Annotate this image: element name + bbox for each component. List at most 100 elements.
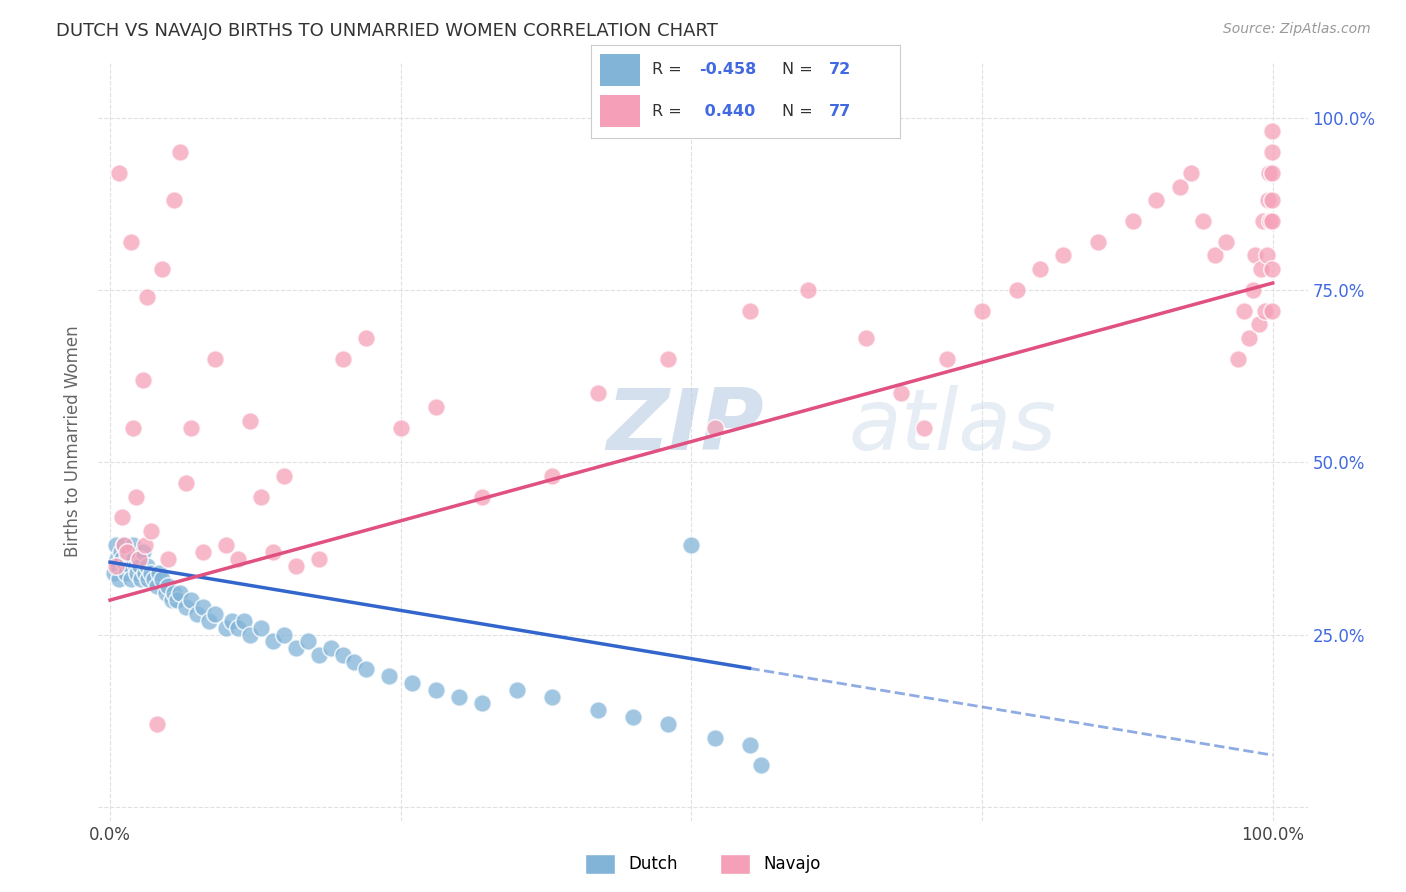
Point bbox=[226, 621, 249, 635]
Point bbox=[120, 235, 142, 249]
Point bbox=[226, 551, 249, 566]
Point bbox=[143, 573, 166, 587]
Point bbox=[1226, 351, 1249, 366]
Point bbox=[936, 351, 959, 366]
Point bbox=[262, 545, 284, 559]
Point bbox=[111, 510, 134, 524]
Point bbox=[250, 490, 273, 504]
Point bbox=[970, 303, 993, 318]
Point bbox=[148, 566, 170, 580]
Point bbox=[1233, 303, 1256, 318]
Point bbox=[128, 551, 150, 566]
Point bbox=[180, 593, 202, 607]
Point bbox=[378, 669, 401, 683]
Point bbox=[118, 558, 141, 573]
Point bbox=[114, 558, 136, 573]
Point bbox=[1260, 214, 1282, 228]
Point bbox=[128, 551, 150, 566]
Text: R =: R = bbox=[652, 103, 688, 119]
Point bbox=[145, 717, 167, 731]
Point bbox=[1087, 235, 1109, 249]
Point bbox=[108, 166, 131, 180]
Point bbox=[174, 599, 197, 614]
Point bbox=[134, 538, 156, 552]
Point bbox=[621, 710, 644, 724]
Point bbox=[157, 579, 180, 593]
Point bbox=[124, 551, 146, 566]
Point bbox=[118, 545, 141, 559]
Point bbox=[155, 586, 177, 600]
Point bbox=[1260, 194, 1282, 208]
Point bbox=[912, 421, 935, 435]
Point bbox=[239, 414, 262, 428]
Point bbox=[401, 675, 423, 690]
Point bbox=[204, 607, 226, 621]
Point bbox=[738, 303, 761, 318]
Text: atlas: atlas bbox=[848, 384, 1056, 468]
Point bbox=[163, 586, 186, 600]
Point bbox=[425, 682, 447, 697]
Point bbox=[343, 655, 366, 669]
Point bbox=[134, 566, 156, 580]
Point bbox=[1260, 303, 1282, 318]
Point bbox=[588, 703, 610, 717]
Point bbox=[112, 538, 135, 552]
Point bbox=[1260, 145, 1282, 159]
Point bbox=[122, 421, 145, 435]
Point bbox=[250, 621, 273, 635]
Point bbox=[308, 648, 330, 663]
Point bbox=[120, 573, 142, 587]
Point bbox=[124, 490, 146, 504]
Point bbox=[1260, 214, 1282, 228]
Point bbox=[125, 566, 148, 580]
Point bbox=[112, 538, 135, 552]
Point bbox=[703, 731, 725, 745]
Point bbox=[354, 662, 377, 676]
Point bbox=[890, 386, 912, 401]
FancyBboxPatch shape bbox=[600, 95, 640, 127]
Point bbox=[103, 566, 125, 580]
Point bbox=[540, 469, 562, 483]
Point bbox=[354, 331, 377, 345]
Point bbox=[738, 738, 761, 752]
Text: DUTCH VS NAVAJO BIRTHS TO UNMARRIED WOMEN CORRELATION CHART: DUTCH VS NAVAJO BIRTHS TO UNMARRIED WOME… bbox=[56, 22, 718, 40]
Point bbox=[657, 351, 679, 366]
Point bbox=[136, 290, 159, 304]
Point bbox=[1052, 248, 1074, 262]
Point bbox=[204, 351, 226, 366]
Point bbox=[1192, 214, 1215, 228]
Point bbox=[540, 690, 562, 704]
Point bbox=[166, 593, 188, 607]
Point bbox=[122, 538, 145, 552]
Point bbox=[332, 351, 354, 366]
Point bbox=[111, 551, 134, 566]
Text: 72: 72 bbox=[828, 62, 851, 78]
Legend: Dutch, Navajo: Dutch, Navajo bbox=[579, 847, 827, 880]
Point bbox=[160, 593, 183, 607]
Point bbox=[1253, 214, 1275, 228]
Point bbox=[117, 551, 139, 566]
Point bbox=[447, 690, 470, 704]
Point bbox=[1257, 194, 1279, 208]
Point bbox=[749, 758, 772, 772]
Point bbox=[1253, 303, 1275, 318]
Point bbox=[297, 634, 319, 648]
Point bbox=[1029, 262, 1052, 277]
Point bbox=[186, 607, 208, 621]
Point bbox=[1260, 262, 1282, 277]
Point bbox=[121, 551, 143, 566]
Text: 0.440: 0.440 bbox=[699, 103, 755, 119]
Point bbox=[285, 641, 308, 656]
Point bbox=[232, 614, 254, 628]
Point bbox=[425, 400, 447, 414]
Text: N =: N = bbox=[782, 103, 818, 119]
Point bbox=[191, 545, 214, 559]
Point bbox=[104, 558, 127, 573]
Point bbox=[471, 490, 494, 504]
Point bbox=[1250, 262, 1272, 277]
Point bbox=[139, 524, 162, 538]
Point bbox=[138, 573, 160, 587]
Point bbox=[105, 551, 128, 566]
Point bbox=[180, 421, 202, 435]
Point bbox=[169, 145, 191, 159]
